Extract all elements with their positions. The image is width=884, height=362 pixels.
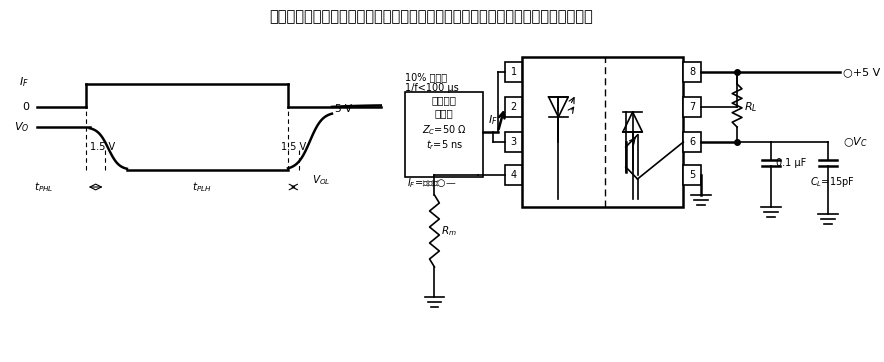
Text: 脉冲信号: 脉冲信号 <box>431 95 457 105</box>
Text: $R_L$: $R_L$ <box>744 100 758 114</box>
Text: $t_r$=5 ns: $t_r$=5 ns <box>425 138 463 152</box>
Text: 1: 1 <box>510 67 516 77</box>
Text: $t_{PLH}$: $t_{PLH}$ <box>193 180 212 194</box>
Text: 3: 3 <box>510 137 516 147</box>
Bar <box>505 62 522 82</box>
Text: 10% 占空比: 10% 占空比 <box>405 72 447 82</box>
Bar <box>505 132 522 152</box>
Bar <box>683 62 701 82</box>
Text: $I_F$=监视器○—: $I_F$=监视器○— <box>408 176 457 190</box>
Text: 用途：用于接收设备、逻辑地隔离和模拟信号地隔离等场合，并可代替脉冲变压器。: 用途：用于接收设备、逻辑地隔离和模拟信号地隔离等场合，并可代替脉冲变压器。 <box>270 9 593 24</box>
Bar <box>405 92 484 177</box>
Text: $t_{PHL}$: $t_{PHL}$ <box>34 180 54 194</box>
Text: 8: 8 <box>690 67 695 77</box>
Text: 6: 6 <box>690 137 695 147</box>
Text: $I_F$: $I_F$ <box>488 113 498 127</box>
Bar <box>683 132 701 152</box>
Text: 4: 4 <box>510 170 516 180</box>
Text: 5 V: 5 V <box>335 104 352 114</box>
Bar <box>683 165 701 185</box>
Bar <box>505 165 522 185</box>
Text: $Z_C$=50 Ω: $Z_C$=50 Ω <box>422 123 467 137</box>
Text: 5: 5 <box>689 170 696 180</box>
Text: 0: 0 <box>22 102 29 112</box>
Text: $I_F$: $I_F$ <box>19 75 29 89</box>
Bar <box>505 97 522 117</box>
Bar <box>683 97 701 117</box>
Text: ○+5 V: ○+5 V <box>842 67 880 77</box>
Text: 7: 7 <box>689 102 696 112</box>
Text: 1/f<100 μs: 1/f<100 μs <box>405 83 459 93</box>
Text: 1.5 V: 1.5 V <box>90 142 115 152</box>
Text: $V_{OL}$: $V_{OL}$ <box>312 173 331 187</box>
Text: 1.5 V: 1.5 V <box>281 142 306 152</box>
Text: ○$V_C$: ○$V_C$ <box>842 135 867 149</box>
Text: $V_O$: $V_O$ <box>14 120 29 134</box>
Text: 0.1 μF: 0.1 μF <box>776 158 806 168</box>
Text: $R_m$: $R_m$ <box>441 224 457 238</box>
Text: 2: 2 <box>510 102 516 112</box>
Text: $C_L$=15pF: $C_L$=15pF <box>811 175 855 189</box>
Text: 产生器: 产生器 <box>435 108 453 118</box>
Bar <box>522 57 683 207</box>
